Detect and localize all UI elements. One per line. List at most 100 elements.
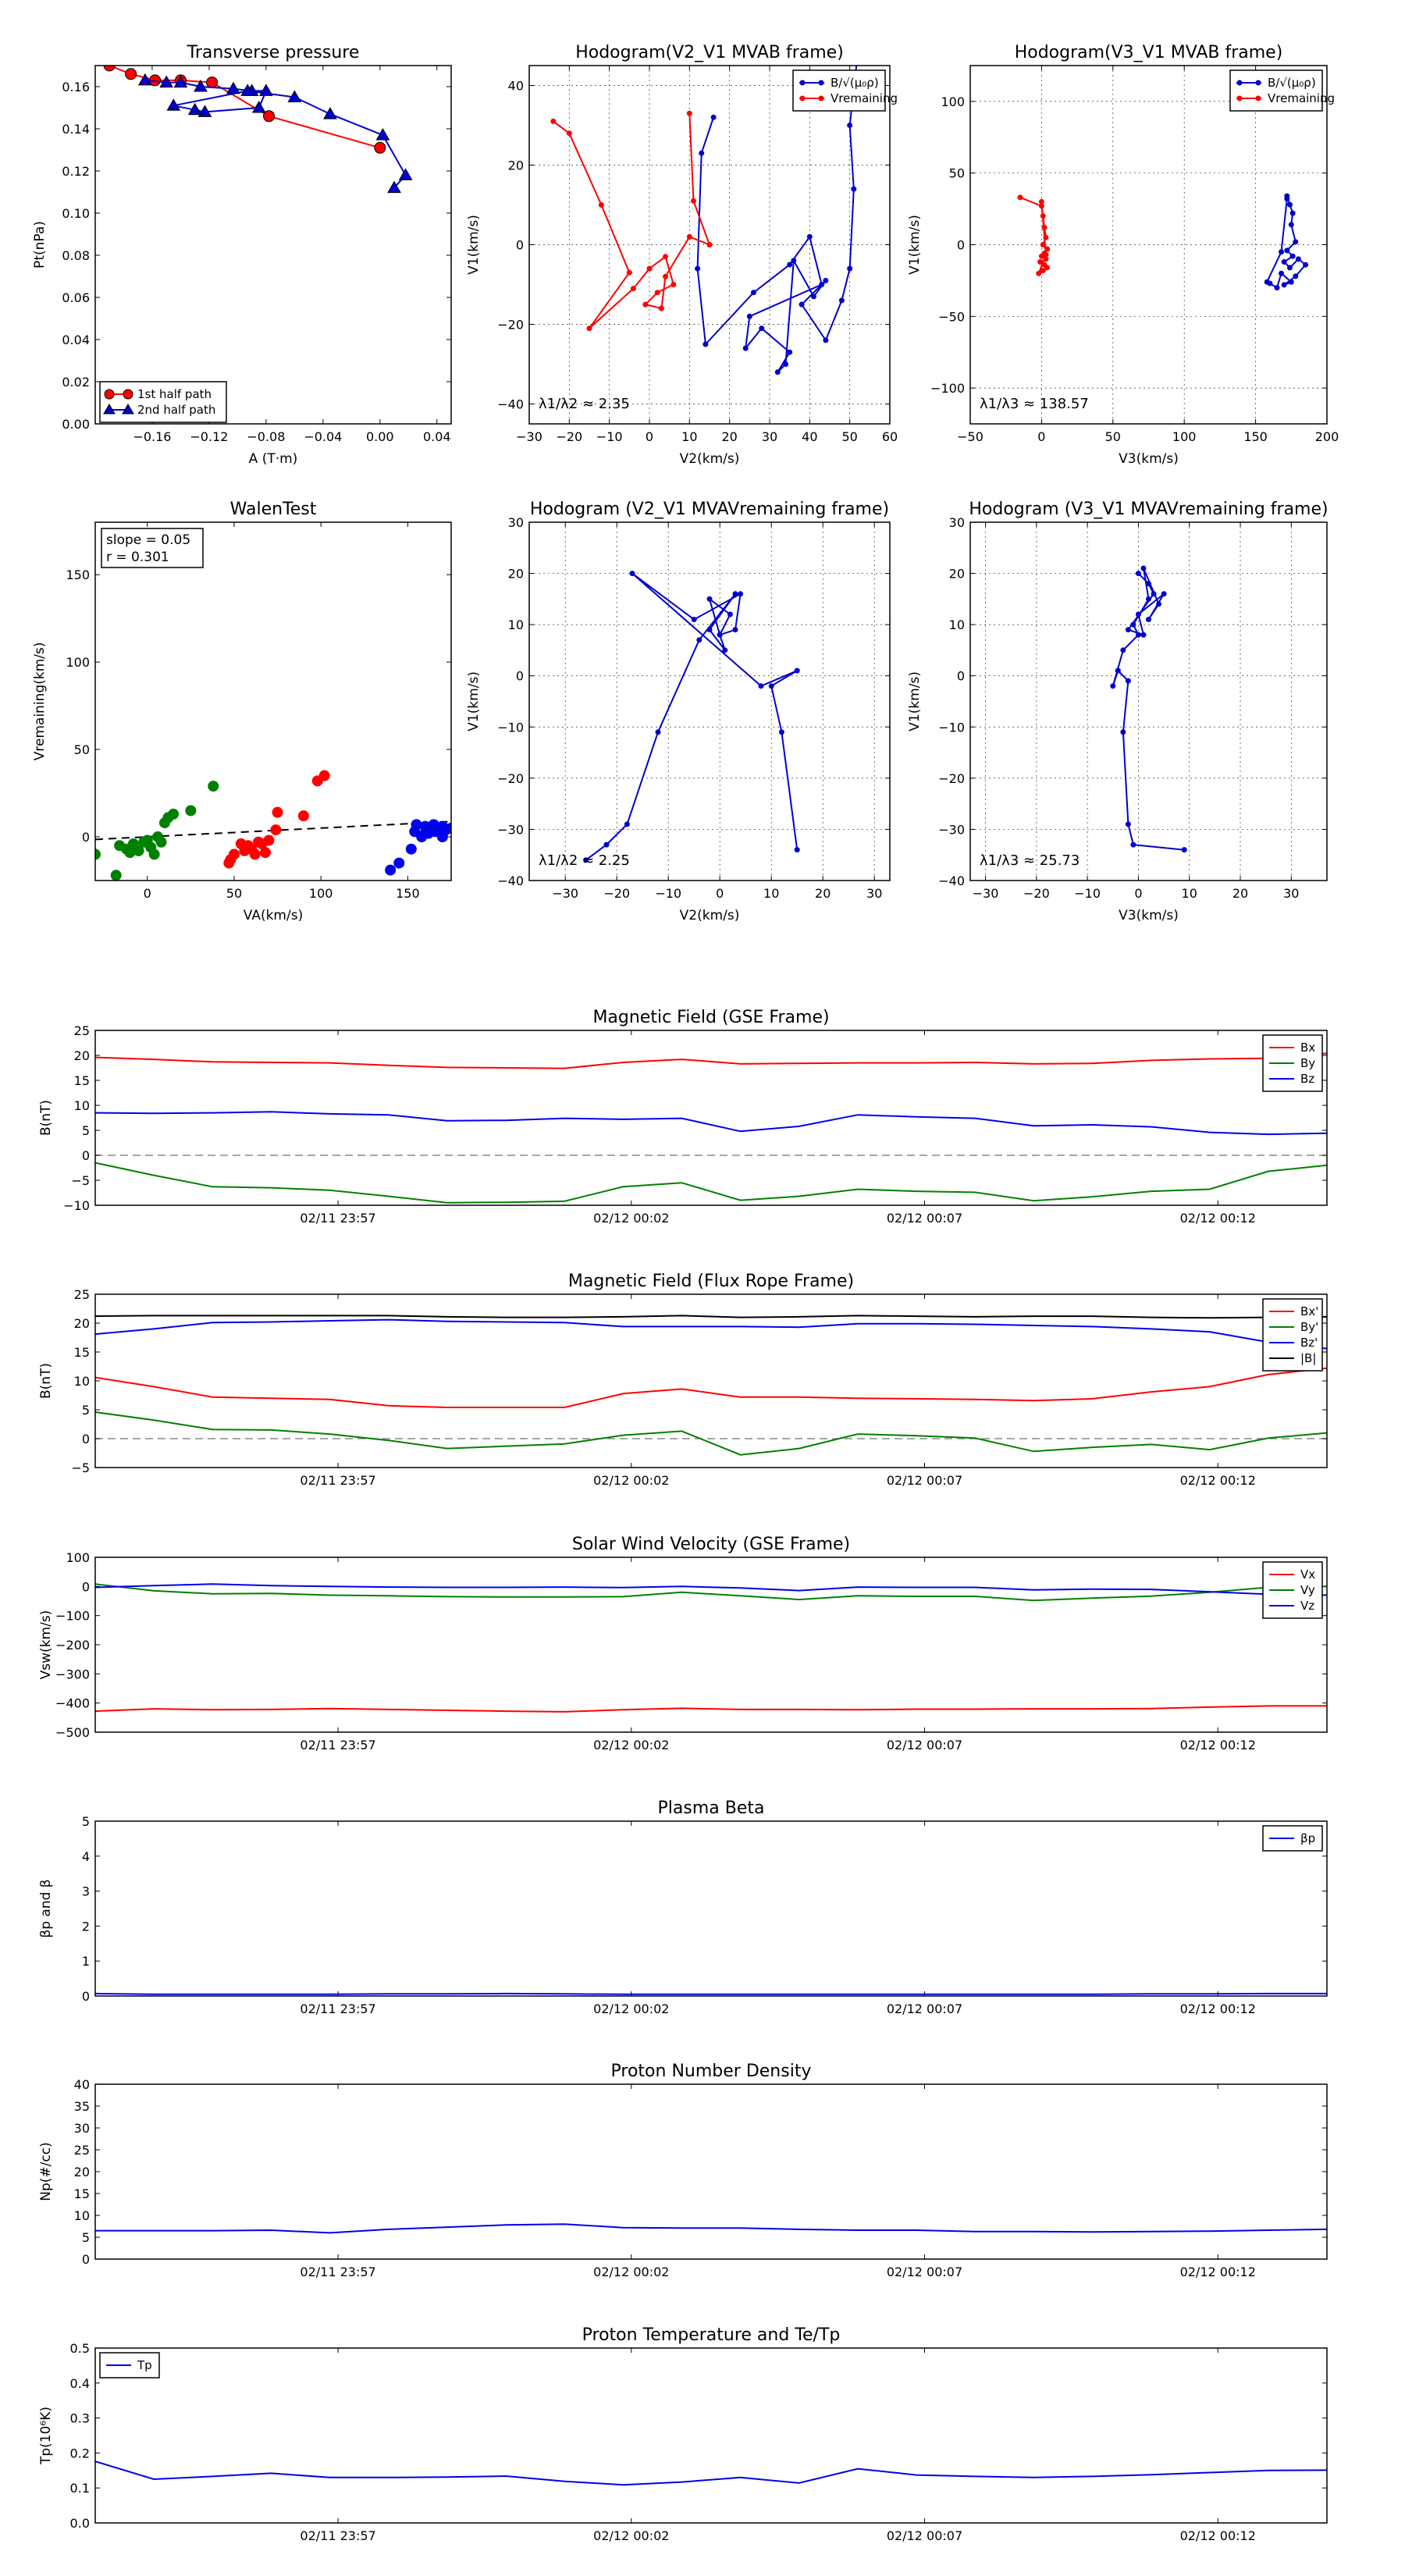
chart-solar_wind_velocity: Solar Wind Velocity (GSE Frame) −500 −400 −…	[38, 1535, 1328, 1752]
y-tick-label: 0.3	[70, 2411, 90, 2426]
x-tick-label: 02/12 00:02	[593, 1211, 669, 1226]
data-point	[1289, 210, 1296, 216]
data-point	[690, 197, 696, 204]
data-point	[1146, 617, 1151, 623]
data-point-triangle	[173, 75, 188, 88]
legend-marker	[1236, 80, 1243, 86]
x-tick-label: 02/11 23:57	[300, 1738, 375, 1752]
data-point	[1130, 621, 1136, 628]
y-tick-label: −500	[55, 1725, 90, 1740]
axes-frame	[969, 65, 1328, 425]
series-line	[95, 1583, 1327, 1596]
x-tick-label: −10	[1074, 886, 1101, 901]
x-tick-label: 150	[1243, 429, 1268, 444]
x-tick-label: 02/12 00:02	[593, 1473, 669, 1488]
data-point	[768, 683, 774, 689]
axes-frame	[94, 65, 452, 425]
eigenvalue-ratio: λ1/λ3 ≈ 25.73	[980, 852, 1080, 869]
data-point	[819, 282, 825, 287]
data-point	[1264, 279, 1270, 285]
data-point	[1293, 273, 1299, 279]
axes-frame	[528, 521, 891, 881]
x-tick-label: 02/12 00:07	[887, 1473, 962, 1488]
scatter-point	[272, 806, 283, 818]
data-point	[686, 110, 692, 116]
y-axis-label: Pt(nPa)	[32, 221, 48, 269]
x-tick-label: −0.12	[190, 429, 228, 444]
y-tick-label: −40	[497, 873, 524, 888]
data-point	[1110, 683, 1116, 689]
data-point	[1295, 256, 1301, 262]
data-point	[1041, 224, 1048, 230]
data-point	[1293, 239, 1299, 245]
x-tick-label: 02/11 23:57	[300, 2001, 375, 2016]
data-point	[787, 262, 793, 268]
y-tick-label: 30	[74, 2121, 90, 2136]
x-tick-label: 10	[1182, 886, 1197, 901]
scatter-point	[155, 836, 167, 848]
data-point	[1289, 253, 1296, 259]
data-point-circle	[263, 110, 276, 123]
plot-area	[95, 770, 451, 881]
scatter-point	[168, 808, 180, 820]
data-point-triangle	[166, 98, 181, 111]
axes-frame	[94, 1557, 1328, 1733]
legend-marker	[122, 404, 134, 415]
legend-label: Vy	[1300, 1583, 1315, 1597]
axes-frame	[94, 1030, 1328, 1206]
y-tick-label: 10	[74, 1098, 90, 1113]
data-point	[727, 611, 733, 617]
data-point	[855, 51, 860, 56]
y-tick-label: 0	[957, 238, 965, 253]
annotation-box	[101, 528, 204, 568]
y-tick-label: 20	[949, 567, 965, 582]
scatter-point	[95, 849, 101, 860]
y-tick-label: 15	[74, 1073, 90, 1088]
x-tick-label: 02/12 00:12	[1180, 2001, 1256, 2016]
data-point	[1043, 251, 1049, 258]
data-point	[695, 265, 701, 272]
data-point	[759, 326, 765, 332]
y-tick-label: 35	[74, 2099, 90, 2114]
data-point	[783, 361, 789, 367]
y-tick-label: 50	[949, 166, 965, 181]
plot-area	[103, 66, 413, 194]
y-tick-label: 0	[516, 669, 524, 684]
plot-area	[1110, 565, 1187, 853]
y-tick-label: −5	[71, 1173, 90, 1188]
data-point	[1288, 222, 1294, 228]
chart-title: WalenTest	[230, 500, 317, 519]
x-tick-label: 100	[309, 886, 333, 901]
data-point	[654, 290, 660, 296]
chart-title: Hodogram(V2_V1 MVAB frame)	[575, 43, 844, 62]
data-point	[750, 290, 756, 296]
legend-label: Bx	[1300, 1041, 1315, 1055]
x-axis-label: V3(km/s)	[1119, 908, 1179, 923]
chart-hodogram_v3v1_mvav: Hodogram (V3_V1 MVAVremaining frame)−40−…	[907, 500, 1329, 923]
data-point	[642, 301, 649, 308]
y-axis-label: Vsw(km/s)	[38, 1610, 54, 1680]
data-point-triangle	[240, 84, 255, 96]
series-line	[95, 1315, 1327, 1319]
data-point	[1115, 667, 1121, 674]
data-point	[1281, 259, 1287, 265]
x-tick-label: 02/12 00:12	[1180, 2528, 1256, 2543]
data-point-circle	[206, 76, 219, 89]
y-tick-label: 100	[66, 1550, 90, 1565]
data-point	[738, 591, 744, 597]
data-point-circle	[374, 141, 386, 154]
data-point	[696, 637, 702, 643]
y-tick-label: −20	[938, 771, 965, 786]
data-point	[706, 627, 713, 633]
data-point	[851, 186, 857, 192]
y-tick-label: 0.0	[70, 2516, 90, 2531]
eigenvalue-ratio: λ1/λ2 ≈ 2.25	[539, 852, 630, 869]
data-point	[646, 265, 653, 272]
data-point	[799, 301, 805, 308]
scatter-point	[318, 770, 330, 781]
data-point	[550, 118, 557, 124]
legend-marker	[1255, 95, 1261, 101]
scatter-point	[446, 822, 451, 834]
y-tick-label: −10	[938, 720, 965, 735]
data-point	[1125, 627, 1131, 633]
